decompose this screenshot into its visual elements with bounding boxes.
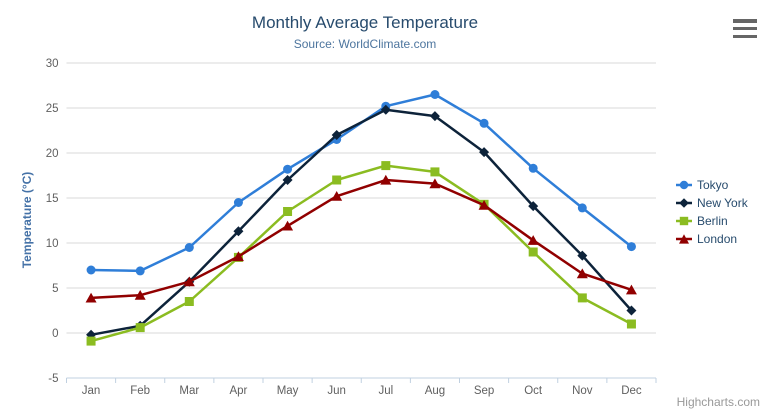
series-berlin-marker[interactable] xyxy=(332,175,342,185)
y-tick-label: 10 xyxy=(46,238,59,250)
chart-subtitle: Source: WorldClimate.com xyxy=(293,37,437,51)
legend: Tokyo New York Berlin London xyxy=(676,176,748,248)
series-berlin-marker[interactable] xyxy=(626,319,636,329)
series-berlin-line[interactable] xyxy=(89,164,633,343)
series-berlin-marker[interactable] xyxy=(528,247,538,257)
x-tick-label: Oct xyxy=(524,385,543,397)
series-tokyo-marker[interactable] xyxy=(233,198,243,207)
series-tokyo-marker[interactable] xyxy=(430,90,440,99)
y-tick-label: 25 xyxy=(46,103,59,115)
y-tick-label: 20 xyxy=(46,148,59,160)
x-tick-label: Dec xyxy=(621,385,642,397)
series-london-marker[interactable] xyxy=(625,284,637,295)
series-tokyo-marker[interactable] xyxy=(184,243,194,252)
legend-item-berlin[interactable]: Berlin xyxy=(676,212,748,230)
series-london-marker[interactable] xyxy=(576,268,588,279)
series-london-marker[interactable] xyxy=(183,276,195,287)
x-tick-label: Jul xyxy=(378,385,393,397)
legend-item-tokyo[interactable]: Tokyo xyxy=(676,176,748,194)
series-new-york-marker[interactable] xyxy=(577,250,588,261)
series-berlin-marker[interactable] xyxy=(283,207,293,216)
series-berlin-marker[interactable] xyxy=(86,336,96,346)
legend-item-london[interactable]: London xyxy=(676,230,748,248)
series-tokyo-marker[interactable] xyxy=(577,203,587,213)
series-berlin-marker[interactable] xyxy=(430,167,440,177)
series-london-marker[interactable] xyxy=(429,178,441,189)
series-berlin-marker[interactable] xyxy=(135,323,145,333)
series-london-marker[interactable] xyxy=(232,251,244,262)
y-tick-label: 15 xyxy=(46,193,59,205)
legend-item-new-york[interactable]: New York xyxy=(676,194,748,212)
circle-marker-icon xyxy=(676,180,692,190)
x-tick-label: Mar xyxy=(179,385,199,397)
chart-title: Monthly Average Temperature xyxy=(251,13,479,32)
x-tick-label: Sep xyxy=(474,385,494,397)
series-london-marker[interactable] xyxy=(527,235,539,245)
series-new-york-line[interactable] xyxy=(89,108,633,337)
series-london-marker[interactable] xyxy=(134,290,146,300)
series-new-york-marker[interactable] xyxy=(429,111,440,122)
x-tick-label: Nov xyxy=(572,385,593,397)
series-new-york-marker[interactable] xyxy=(626,305,637,316)
series-new-york-marker[interactable] xyxy=(331,130,342,140)
legend-label: New York xyxy=(697,196,748,210)
series-berlin-marker[interactable] xyxy=(381,161,391,171)
series-london-marker[interactable] xyxy=(478,200,490,210)
series-tokyo-marker[interactable] xyxy=(479,118,489,128)
legend-label: Tokyo xyxy=(697,178,729,192)
y-tick-label: 30 xyxy=(46,58,59,70)
series-new-york-marker[interactable] xyxy=(380,104,391,115)
diamond-marker-icon xyxy=(676,198,692,208)
series-tokyo-marker[interactable] xyxy=(528,163,538,173)
x-tick-label: Jan xyxy=(82,385,101,397)
legend-label: Berlin xyxy=(697,214,728,228)
series-london-line[interactable] xyxy=(89,178,633,300)
y-tick-label: 0 xyxy=(52,328,58,340)
series-london-marker[interactable] xyxy=(282,220,294,231)
series-new-york-marker[interactable] xyxy=(282,175,293,185)
square-marker-icon xyxy=(676,216,692,226)
y-axis-title: Temperature (°C) xyxy=(20,171,34,269)
series-tokyo-line[interactable] xyxy=(89,93,633,273)
series-london-marker[interactable] xyxy=(331,191,343,201)
series-tokyo-marker[interactable] xyxy=(283,164,293,174)
series-london-marker[interactable] xyxy=(85,292,97,303)
series-new-york-marker[interactable] xyxy=(233,226,244,237)
triangle-marker-icon xyxy=(676,234,692,244)
series-berlin-marker[interactable] xyxy=(577,293,587,303)
highcharts-credits-link[interactable]: Highcharts.com xyxy=(676,395,760,409)
series-tokyo-marker[interactable] xyxy=(135,266,145,276)
series-london-marker[interactable] xyxy=(380,174,392,185)
series-tokyo-marker[interactable] xyxy=(86,265,96,275)
series-tokyo-marker[interactable] xyxy=(626,242,636,252)
x-tick-label: Aug xyxy=(425,385,445,397)
y-tick-label: -5 xyxy=(48,373,58,385)
x-tick-label: Feb xyxy=(130,385,150,397)
y-tick-label: 5 xyxy=(52,283,58,295)
x-tick-label: May xyxy=(277,385,299,397)
chart-context-menu-button[interactable] xyxy=(733,19,757,38)
series-new-york-marker[interactable] xyxy=(528,201,539,212)
x-tick-label: Jun xyxy=(327,385,346,397)
series-berlin-marker[interactable] xyxy=(184,297,194,306)
hamburger-icon xyxy=(733,19,757,38)
x-tick-label: Apr xyxy=(229,385,247,397)
legend-label: London xyxy=(697,232,738,246)
series-new-york-marker[interactable] xyxy=(479,147,490,158)
